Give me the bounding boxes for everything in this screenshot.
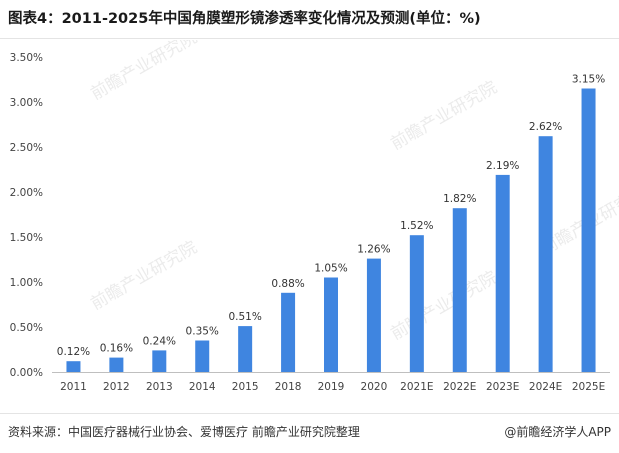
bar-2020 xyxy=(366,258,381,372)
x-tick-label: 2014 xyxy=(189,381,216,393)
data-label-2020: 1.26% xyxy=(357,244,390,256)
x-tick-label: 2019 xyxy=(318,381,345,393)
x-tick-label: 2011 xyxy=(60,381,87,393)
data-label-2023E: 2.19% xyxy=(486,160,519,172)
y-axis: 0.00% 0.50% 1.00% 1.50% 2.00% 2.50% 3.00% 3.50% xyxy=(10,52,43,379)
data-label-2014: 0.35% xyxy=(186,326,219,338)
brand-credit: @前瞻经济学人APP xyxy=(504,425,611,439)
x-tick-label: 2015 xyxy=(232,381,259,393)
y-tick-label: 2.00% xyxy=(10,187,43,199)
data-label-2022E: 1.82% xyxy=(443,193,476,205)
y-tick-label: 3.00% xyxy=(10,97,43,109)
data-label-2024E: 2.62% xyxy=(529,121,562,133)
x-tick-label: 2022E xyxy=(443,381,476,393)
y-tick-label: 1.50% xyxy=(10,232,43,244)
data-label-2018: 0.88% xyxy=(271,278,304,290)
data-label-2019: 1.05% xyxy=(314,263,347,275)
title-divider xyxy=(0,38,619,39)
bar-2023E xyxy=(495,174,510,372)
source-note: 资料来源：中国医疗器械行业协会、爱博医疗 前瞻产业研究院整理 xyxy=(8,425,360,439)
bar-2025E xyxy=(581,88,596,372)
bar-2024E xyxy=(538,136,553,372)
x-tick-label: 2021E xyxy=(400,381,433,393)
data-label-2015: 0.51% xyxy=(228,311,261,323)
data-label-2013: 0.24% xyxy=(143,335,176,347)
watermark-text: 前瞻产业研究院 xyxy=(88,238,201,315)
bar-2022E xyxy=(452,208,467,372)
x-tick-label: 2024E xyxy=(529,381,562,393)
data-label-2011: 0.12% xyxy=(57,346,90,358)
y-tick-label: 3.50% xyxy=(10,52,43,64)
y-tick-label: 0.50% xyxy=(10,322,43,334)
watermark-text: 前瞻产业研究院 xyxy=(388,268,501,345)
y-tick-label: 1.00% xyxy=(10,277,43,289)
bar-2013 xyxy=(152,350,167,372)
data-label-2025E: 3.15% xyxy=(572,74,605,86)
bar-2018 xyxy=(281,292,296,372)
bar-2021E xyxy=(409,235,424,372)
bar-2019 xyxy=(324,277,338,372)
y-tick-label: 0.00% xyxy=(10,367,43,379)
x-tick-label: 2018 xyxy=(275,381,302,393)
x-tick-label: 2020 xyxy=(361,381,388,393)
y-tick-label: 2.50% xyxy=(10,142,43,154)
x-tick-label: 2023E xyxy=(486,381,519,393)
data-label-2012: 0.16% xyxy=(100,343,133,355)
watermark-text: 前瞻产业研究院 xyxy=(388,78,501,155)
x-tick-label: 2012 xyxy=(103,381,130,393)
watermark-text: 前瞻产业研究院 xyxy=(88,40,201,104)
x-tick-label: 2013 xyxy=(146,381,173,393)
data-labels: 0.12% 0.16% 0.24% 0.35% 0.51% 0.88% 1.05% 1.26%… xyxy=(57,74,605,359)
x-axis: 2011 2012 2013 2014 2015 2018 2019 2020 2021E 202… xyxy=(60,381,605,393)
bar-2015 xyxy=(238,326,253,372)
data-label-2021E: 1.52% xyxy=(400,220,433,232)
bar-2012 xyxy=(109,357,124,372)
x-tick-label: 2025E xyxy=(572,381,605,393)
bar-2011 xyxy=(66,361,81,372)
chart-title: 图表4：2011-2025年中国角膜塑形镜渗透率变化情况及预测(单位：%) xyxy=(8,11,481,27)
bar-series xyxy=(66,88,596,372)
footer-divider xyxy=(0,413,619,414)
bar-2014 xyxy=(195,340,210,372)
